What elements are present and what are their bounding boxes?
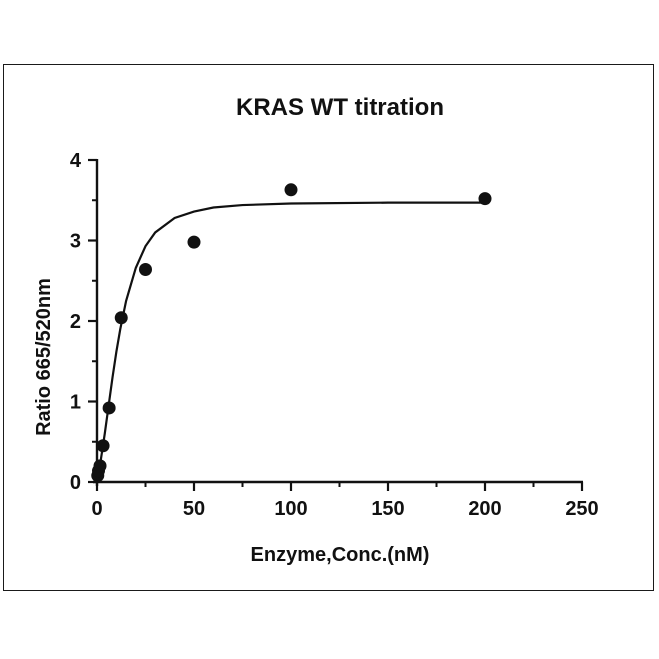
y-tick-label: 4 [70,150,82,172]
y-tick-label: 3 [70,231,81,253]
x-tick-label: 200 [468,498,501,520]
data-point [478,192,492,206]
x-tick-label: 250 [565,498,598,520]
x-axis-ticks: 0 50 100 150 200 250 [91,482,599,520]
y-tick-label: 2 [70,311,81,333]
x-tick-label: 150 [371,498,404,520]
data-point [102,401,116,415]
data-point [114,311,128,325]
y-tick-label: 0 [70,472,81,494]
data-point [96,439,110,453]
axes [93,159,583,486]
x-tick-label: 50 [183,498,205,520]
x-tick-label: 0 [91,498,102,520]
x-axis-label: Enzyme,Conc.(nM) [251,544,430,566]
chart-title: KRAS WT titration [236,94,444,121]
x-tick-label: 100 [274,498,307,520]
data-point [93,459,107,473]
data-points [91,183,492,483]
y-axis-label: Ratio 665/520nm [33,278,55,436]
y-axis-ticks: 0 1 2 3 4 [70,150,97,494]
chart-svg: KRAS WT titration Enzyme,Conc.(nM) Ratio… [33,94,599,566]
y-tick-label: 1 [70,392,81,414]
data-point [139,262,152,276]
fit-curve [95,201,485,480]
data-point [284,183,298,197]
chart-frame: KRAS WT titration Enzyme,Conc.(nM) Ratio… [3,64,654,591]
data-point [187,235,201,249]
